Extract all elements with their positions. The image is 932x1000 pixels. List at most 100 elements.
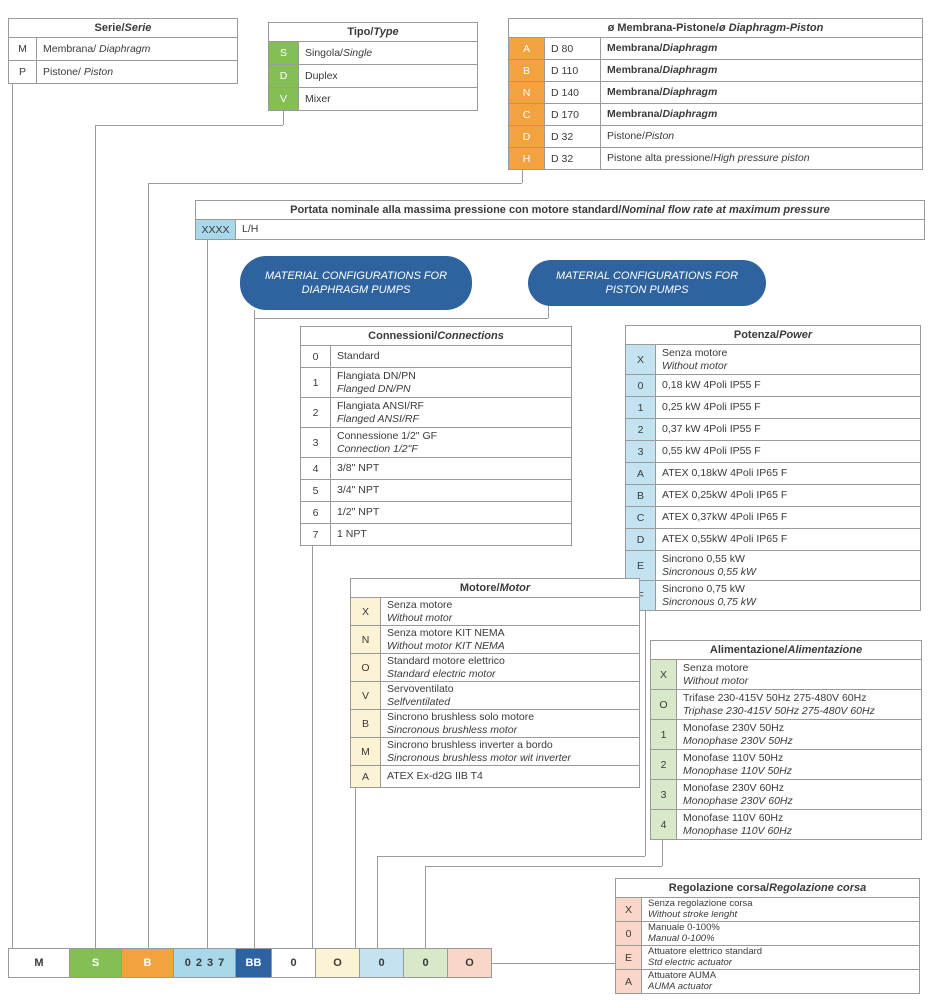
table-row: 4 3/8" NPT [300, 458, 572, 480]
description-cell: Monofase 110V 50Hz Monophase 110V 50Hz [683, 752, 792, 777]
code-cell: 1 [626, 397, 656, 418]
description-cell: Monofase 110V 60Hz Monophase 110V 60Hz [683, 812, 792, 837]
description-cell: Pistone/ Piston [43, 65, 114, 78]
description-cell: Standard motore elettrico Standard electr… [387, 655, 505, 680]
code-cell: 0 [616, 922, 642, 945]
example-code-cell: O [448, 948, 492, 978]
code-cell: A [616, 970, 642, 993]
connections-table: Connessioni/Connections 0 Standard 1 Flangia… [300, 326, 572, 546]
code-cell: V [351, 682, 381, 709]
table-title: Regolazione corsa/Regolazione corsa [615, 878, 920, 898]
description-cell: ATEX Ex-d2G IIB T4 [387, 770, 483, 783]
code-cell: X [616, 898, 642, 921]
code-cell: B [626, 485, 656, 506]
connector-line [148, 183, 522, 184]
code-cell: N [351, 626, 381, 653]
code-cell: H [509, 148, 545, 169]
code-cell: 4 [651, 810, 677, 839]
table-row: A Attuatore AUMA AUMA actuator [615, 970, 920, 994]
table-title: Motore/Motor [350, 578, 640, 598]
table-row: 0 0,18 kW 4Poli IP55 F [625, 375, 921, 397]
description-cell: 0,25 kW 4Poli IP55 F [662, 401, 761, 414]
table-row: 3 Monofase 230V 60Hz Monophase 230V 60Hz [650, 780, 922, 810]
table-row: XXXX L/H [195, 220, 925, 240]
table-row: F Sincrono 0,75 kW Sincronous 0,75 kW [625, 581, 921, 611]
example-code-cell: BB [236, 948, 272, 978]
description-cell: Monofase 230V 60Hz Monophase 230V 60Hz [683, 782, 793, 807]
connector-line [492, 963, 615, 964]
connector-line [254, 318, 548, 319]
connector-line [95, 125, 283, 126]
connector-line [425, 866, 426, 948]
connector-line [148, 183, 149, 948]
table-row: 7 1 NPT [300, 524, 572, 546]
description-cell: L/H [242, 223, 259, 236]
table-row: B ATEX 0,25kW 4Poli IP65 F [625, 485, 921, 507]
example-code-row: M S B 0237 BB 0 O 0 0 O [8, 948, 492, 978]
diaphragm-piston-table: ø Membrana-Pistone/ø Diaphragm-Piston A D … [508, 18, 923, 170]
description-cell: Connessione 1/2" GF Connection 1/2"F [337, 430, 438, 455]
code-cell: X [651, 660, 677, 689]
connector-line [377, 856, 378, 948]
description-cell: 1/2" NPT [337, 506, 380, 519]
code-cell: X [626, 345, 656, 374]
diaphragm-materials-badge: MATERIAL CONFIGURATIONS FOR DIAPHRAGM PU… [240, 256, 472, 310]
description-cell: ATEX 0,55kW 4Poli IP65 F [662, 533, 788, 546]
table-row: P Pistone/ Piston [8, 61, 238, 84]
stroke-adjustment-table: Regolazione corsa/Regolazione corsa X Senz… [615, 878, 920, 994]
code-cell: 5 [301, 480, 331, 501]
code-cell: 1 [301, 368, 331, 397]
description-cell: Attuatore AUMA AUMA actuator [648, 969, 717, 992]
table-row: 5 3/4" NPT [300, 480, 572, 502]
code-cell: D [626, 529, 656, 550]
table-row: E Attuatore elettrico standard Std electri… [615, 946, 920, 970]
table-row: X Senza motore Without motor [625, 345, 921, 375]
table-title: Serie/Serie [8, 18, 238, 38]
power-supply-table: Alimentazione/Alimentazione X Senza motore… [650, 640, 922, 840]
code-cell: B [509, 60, 545, 81]
description-cell: Pistone/Piston [607, 130, 675, 143]
table-title: Connessioni/Connections [300, 326, 572, 346]
description-cell: 1 NPT [337, 528, 367, 541]
size-cell: D 32 [545, 148, 601, 169]
example-code-cell: 0 [360, 948, 404, 978]
table-row: M Sincrono brushless inverter a bordo Sinc… [350, 738, 640, 766]
table-row: 1 Flangiata DN/PN Flanged DN/PN [300, 368, 572, 398]
connector-line [645, 611, 646, 856]
connector-line [522, 170, 523, 183]
description-cell: Membrana/Diaphragm [607, 86, 718, 99]
table-title: Tipo/Type [268, 22, 478, 42]
code-cell: D [509, 126, 545, 147]
description-cell: Senza motore Without motor [683, 662, 749, 687]
code-cell: A [351, 766, 381, 787]
table-row: X Senza regolazione corsa Without stroke l… [615, 898, 920, 922]
code-cell: 2 [301, 398, 331, 427]
description-cell: Senza motore Without motor [662, 347, 728, 372]
code-cell: 2 [626, 419, 656, 440]
table-row: V Servoventilato Selfventilated [350, 682, 640, 710]
code-cell: D [269, 65, 299, 87]
description-cell: ATEX 0,18kW 4Poli IP65 F [662, 467, 788, 480]
table-row: 0 Manuale 0-100% Manual 0-100% [615, 922, 920, 946]
description-cell: Manuale 0-100% Manual 0-100% [648, 921, 720, 944]
code-cell: S [269, 42, 299, 64]
code-cell: M [351, 738, 381, 765]
table-row: E Sincrono 0,55 kW Sincronous 0,55 kW [625, 551, 921, 581]
code-cell: C [626, 507, 656, 528]
tipo-table: Tipo/Type S Singola/Single D Duplex V Mixer [268, 22, 478, 111]
code-cell: P [9, 61, 37, 83]
connector-line [548, 306, 549, 318]
connector-line [355, 788, 356, 948]
serie-table: Serie/Serie M Membrana/ Diaphragm P Pistone/… [8, 18, 238, 84]
table-row: N Senza motore KIT NEMA Without motor KIT … [350, 626, 640, 654]
example-code-cell: O [316, 948, 360, 978]
example-code-cell: 0237 [174, 948, 236, 978]
code-cell: 3 [651, 780, 677, 809]
description-cell: 3/8" NPT [337, 462, 380, 475]
description-cell: Membrana/ Diaphragm [43, 42, 151, 55]
code-cell: X [351, 598, 381, 625]
description-cell: ATEX 0,37kW 4Poli IP65 F [662, 511, 788, 524]
code-cell: M [9, 38, 37, 60]
